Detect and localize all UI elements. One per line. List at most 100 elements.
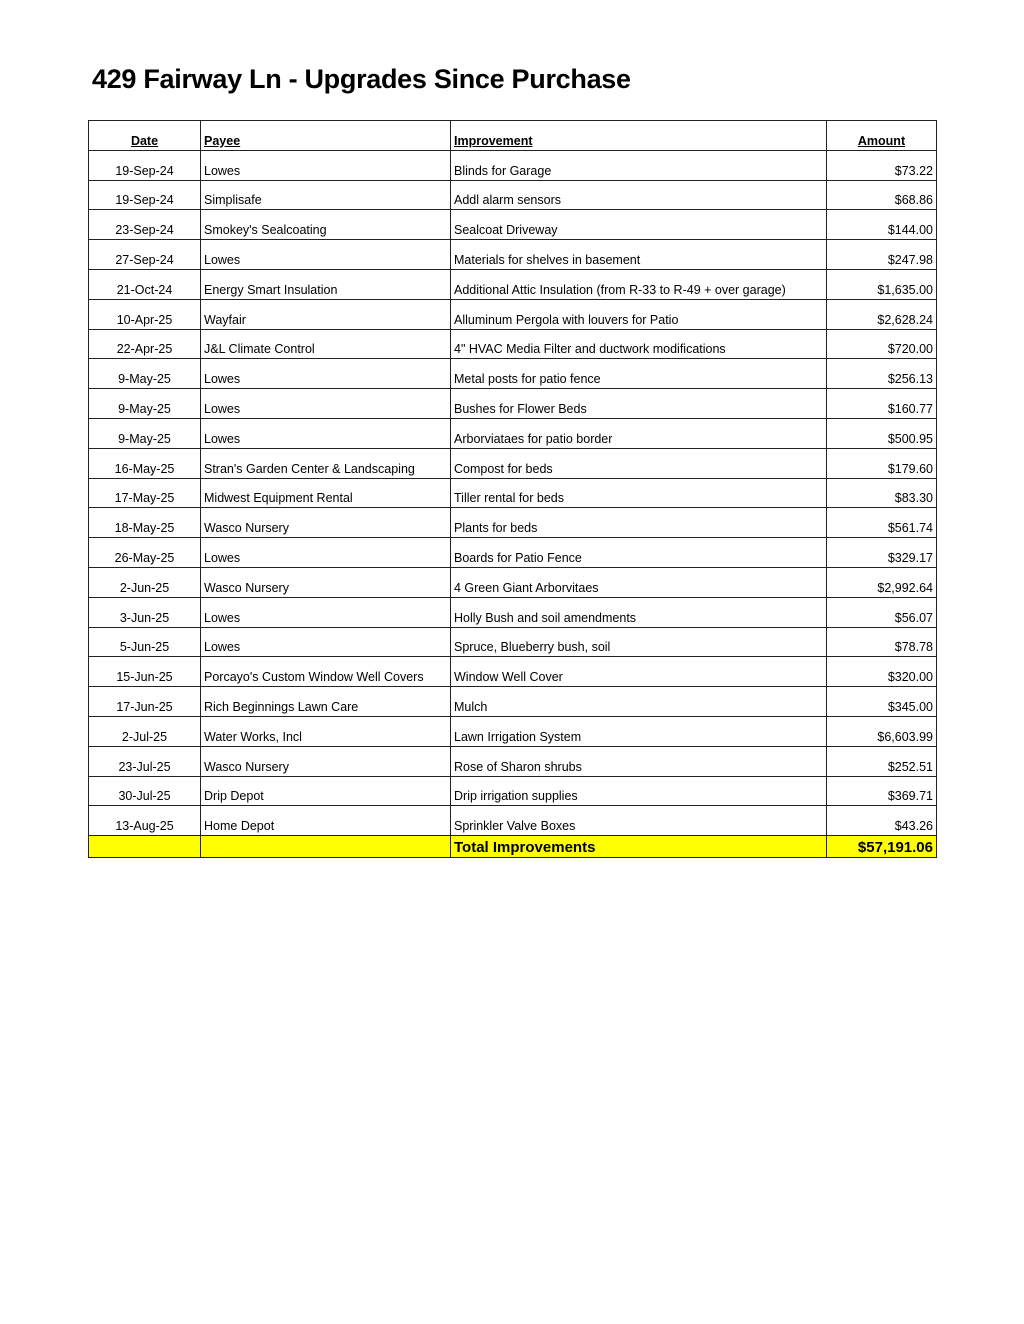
cell-payee: Lowes [200,417,451,449]
cell-improvement: Additional Attic Insulation (from R-33 t… [450,268,827,300]
cell-amount: $369.71 [826,775,937,807]
cell-payee: Wasco Nursery [200,745,451,777]
table-row: 16-May-25 Stran's Garden Center & Landsca… [88,447,937,479]
table-row: 26-May-25 Lowes Boards for Patio Fence $329… [88,537,937,568]
cell-improvement: Mulch [450,686,827,717]
table-row: 9-May-25 Lowes Arborviataes for patio bord… [88,417,937,449]
cell-payee: Lowes [200,149,451,181]
table-row: 18-May-25 Wasco Nursery Plants for beds $56… [88,507,937,539]
table-row: 21-Oct-24 Energy Smart Insulation Addition… [88,268,937,300]
table-row: 22-Apr-25 J&L Climate Control 4" HVAC Medi… [88,328,937,360]
cell-date: 2-Jun-25 [88,566,201,598]
cell-amount: $73.22 [826,149,937,181]
cell-payee: Lowes [200,596,451,628]
cell-date: 16-May-25 [88,447,201,479]
table-row: 15-Jun-25 Porcayo's Custom Window Well Co… [88,656,937,688]
cell-improvement: Arborviataes for patio border [450,417,827,449]
cell-improvement: Sprinkler Valve Boxes [450,805,827,837]
table-row: 3-Jun-25 Lowes Holly Bush and soil amendme… [88,596,937,628]
cell-amount: $68.86 [826,179,937,211]
cell-date: 22-Apr-25 [88,328,201,360]
cell-payee: Energy Smart Insulation [200,268,451,300]
cell-date: 13-Aug-25 [88,805,201,837]
cell-improvement: Materials for shelves in basement [450,239,827,270]
cell-improvement: Rose of Sharon shrubs [450,745,827,777]
cell-payee: J&L Climate Control [200,328,451,360]
cell-payee: Stran's Garden Center & Landscaping [200,447,451,479]
cell-payee: Wasco Nursery [200,566,451,598]
cell-payee: Home Depot [200,805,451,837]
cell-date: 9-May-25 [88,388,201,419]
cell-amount: $78.78 [826,626,937,658]
table-row: 9-May-25 Lowes Metal posts for patio fence… [88,358,937,390]
table-row: 9-May-25 Lowes Bushes for Flower Beds $160.… [88,388,937,419]
cell-amount: $247.98 [826,239,937,270]
table-row: 19-Sep-24 Simplisafe Addl alarm sensors $68… [88,179,937,211]
table-row: 5-Jun-25 Lowes Spruce, Blueberry bush, soi… [88,626,937,658]
cell-date: 10-Apr-25 [88,298,201,330]
cell-improvement: Lawn Irrigation System [450,715,827,747]
column-header-payee: Payee [200,120,451,151]
cell-payee: Lowes [200,358,451,390]
cell-improvement: Spruce, Blueberry bush, soil [450,626,827,658]
page-title: 429 Fairway Ln - Upgrades Since Purchase [92,64,631,94]
total-amount: $57,191.06 [826,835,937,859]
cell-amount: $329.17 [826,537,937,568]
cell-improvement: Compost for beds [450,447,827,479]
cell-amount: $179.60 [826,447,937,479]
table-row: 23-Jul-25 Wasco Nursery Rose of Sharon shr… [88,745,937,777]
cell-date: 23-Jul-25 [88,745,201,777]
table-row: 13-Aug-25 Home Depot Sprinkler Valve Boxes… [88,805,937,837]
cell-date: 23-Sep-24 [88,209,201,241]
table-row: 2-Jul-25 Water Works, Incl Lawn Irrigation… [88,715,937,747]
cell-payee: Simplisafe [200,179,451,211]
cell-improvement: Alluminum Pergola with louvers for Patio [450,298,827,330]
cell-payee: Lowes [200,626,451,658]
cell-date: 17-May-25 [88,477,201,509]
total-row: Total Improvements $57,191.06 [88,835,937,859]
total-empty-payee [200,835,451,859]
cell-amount: $561.74 [826,507,937,539]
cell-payee: Drip Depot [200,775,451,807]
cell-improvement: Window Well Cover [450,656,827,688]
cell-amount: $720.00 [826,328,937,360]
cell-date: 18-May-25 [88,507,201,539]
cell-date: 2-Jul-25 [88,715,201,747]
cell-payee: Midwest Equipment Rental [200,477,451,509]
cell-improvement: Blinds for Garage [450,149,827,181]
cell-date: 5-Jun-25 [88,626,201,658]
cell-payee: Smokey's Sealcoating [200,209,451,241]
cell-date: 26-May-25 [88,537,201,568]
cell-amount: $144.00 [826,209,937,241]
cell-improvement: 4" HVAC Media Filter and ductwork modifi… [450,328,827,360]
cell-date: 30-Jul-25 [88,775,201,807]
cell-date: 9-May-25 [88,417,201,449]
cell-payee: Water Works, Incl [200,715,451,747]
cell-date: 27-Sep-24 [88,239,201,270]
cell-amount: $320.00 [826,656,937,688]
cell-amount: $56.07 [826,596,937,628]
cell-date: 15-Jun-25 [88,656,201,688]
cell-payee: Lowes [200,239,451,270]
cell-date: 19-Sep-24 [88,179,201,211]
cell-amount: $500.95 [826,417,937,449]
cell-improvement: Bushes for Flower Beds [450,388,827,419]
cell-amount: $43.26 [826,805,937,837]
cell-date: 19-Sep-24 [88,149,201,181]
table-row: 17-May-25 Midwest Equipment Rental Tiller … [88,477,937,509]
cell-improvement: Tiller rental for beds [450,477,827,509]
cell-payee: Wasco Nursery [200,507,451,539]
column-header-date: Date [88,120,201,151]
table-row: 27-Sep-24 Lowes Materials for shelves in b… [88,239,937,270]
table-row: 17-Jun-25 Rich Beginnings Lawn Care Mulch $… [88,686,937,717]
table-row: 19-Sep-24 Lowes Blinds for Garage $73.22 [88,149,937,181]
cell-date: 3-Jun-25 [88,596,201,628]
cell-improvement: Boards for Patio Fence [450,537,827,568]
table-row: 2-Jun-25 Wasco Nursery 4 Green Giant Arbor… [88,566,937,598]
cell-amount: $160.77 [826,388,937,419]
cell-amount: $252.51 [826,745,937,777]
column-header-improvement: Improvement [450,120,827,151]
cell-amount: $2,628.24 [826,298,937,330]
cell-improvement: Metal posts for patio fence [450,358,827,390]
cell-payee: Porcayo's Custom Window Well Covers [200,656,451,688]
